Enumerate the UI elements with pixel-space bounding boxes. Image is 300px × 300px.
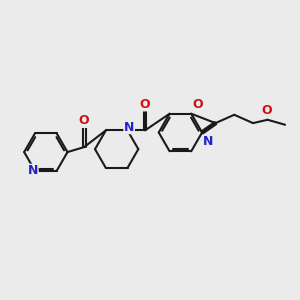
Text: O: O xyxy=(79,114,89,127)
Text: N: N xyxy=(28,164,38,177)
Text: O: O xyxy=(140,98,150,111)
Text: N: N xyxy=(124,121,134,134)
Text: O: O xyxy=(192,98,203,111)
Text: N: N xyxy=(203,135,214,148)
Text: O: O xyxy=(262,104,272,117)
